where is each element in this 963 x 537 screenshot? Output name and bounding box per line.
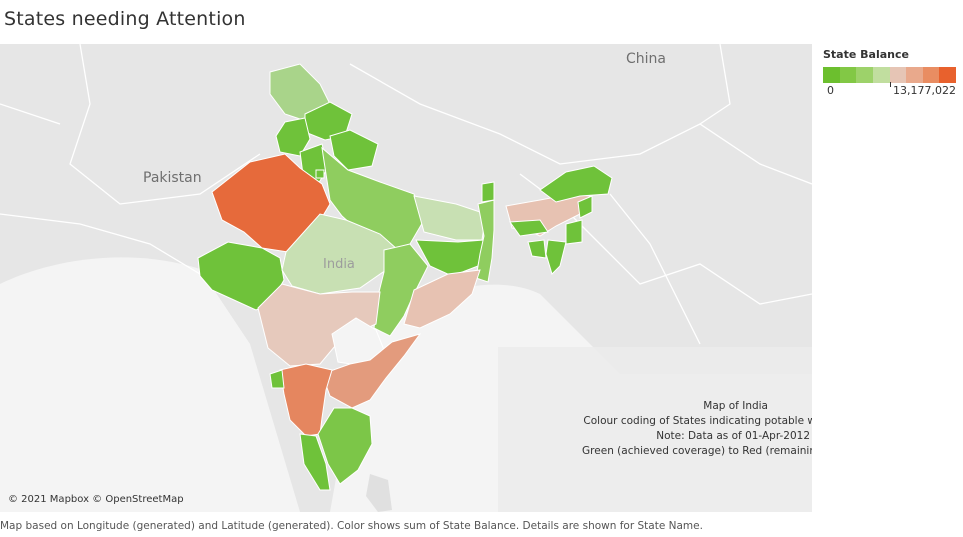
- color-legend: State Balance 0 13,177,022: [823, 48, 961, 97]
- state-manipur[interactable]: [565, 219, 583, 245]
- state-maharashtra[interactable]: [257, 283, 381, 367]
- sri-lanka: [366, 474, 392, 512]
- state-goa[interactable]: [269, 369, 285, 389]
- view-caption: Map based on Longitude (generated) and L…: [0, 520, 703, 532]
- map-attribution: © 2021 Mapbox © OpenStreetMap: [8, 494, 184, 505]
- annotation-line: Colour coding of States indicating potab…: [583, 415, 812, 427]
- legend-swatch[interactable]: [889, 67, 907, 83]
- state-chhattisgarh[interactable]: [373, 243, 429, 337]
- annotation-line: Map of India: [703, 400, 768, 412]
- india-states: [197, 63, 613, 491]
- legend-swatch[interactable]: [872, 67, 890, 83]
- state-nagaland[interactable]: [577, 195, 593, 219]
- annotation-box: Map of India Colour coding of States ind…: [498, 347, 812, 512]
- state-kerala[interactable]: [299, 433, 331, 491]
- legend-max-value: 13,177,022: [893, 84, 956, 97]
- state-karnataka[interactable]: [279, 363, 333, 437]
- map-canvas[interactable]: [0, 44, 812, 512]
- arabian-sea: [0, 257, 300, 512]
- state-west-bengal[interactable]: [475, 199, 495, 283]
- legend-swatch[interactable]: [939, 67, 956, 83]
- label-china: China: [626, 51, 666, 67]
- state-andhra-pradesh[interactable]: [321, 333, 422, 409]
- legend-tick: [890, 82, 891, 87]
- state-tamil-nadu[interactable]: [317, 407, 373, 485]
- state-sikkim[interactable]: [481, 181, 495, 203]
- legend-swatch[interactable]: [856, 67, 873, 83]
- state-arunachal-pradesh[interactable]: [539, 165, 613, 203]
- legend-swatch[interactable]: [823, 67, 840, 83]
- country-borders: [0, 44, 812, 345]
- state-tripura[interactable]: [527, 239, 547, 259]
- label-india: India: [323, 257, 355, 272]
- legend-swatch[interactable]: [922, 67, 940, 83]
- label-pakistan: Pakistan: [143, 170, 202, 186]
- legend-swatch[interactable]: [906, 67, 923, 83]
- sheet-title: States needing Attention: [4, 8, 246, 30]
- state-odisha[interactable]: [403, 269, 481, 329]
- legend-min-value: 0: [827, 84, 834, 97]
- legend-title: State Balance: [823, 48, 909, 61]
- annotation-line: Green (achieved coverage) to Red (remain…: [582, 445, 812, 457]
- state-mizoram[interactable]: [545, 239, 567, 275]
- state-meghalaya[interactable]: [509, 219, 549, 237]
- legend-swatch[interactable]: [839, 67, 857, 83]
- state-punjab[interactable]: [275, 117, 311, 157]
- map-view[interactable]: China Pakistan India Map of India Colour…: [0, 44, 812, 512]
- state-delhi[interactable]: [315, 169, 325, 179]
- legend-color-ramp: [823, 67, 956, 83]
- annotation-line: Note: Data as of 01-Apr-2012: [656, 430, 810, 442]
- state-uttarakhand[interactable]: [329, 129, 379, 171]
